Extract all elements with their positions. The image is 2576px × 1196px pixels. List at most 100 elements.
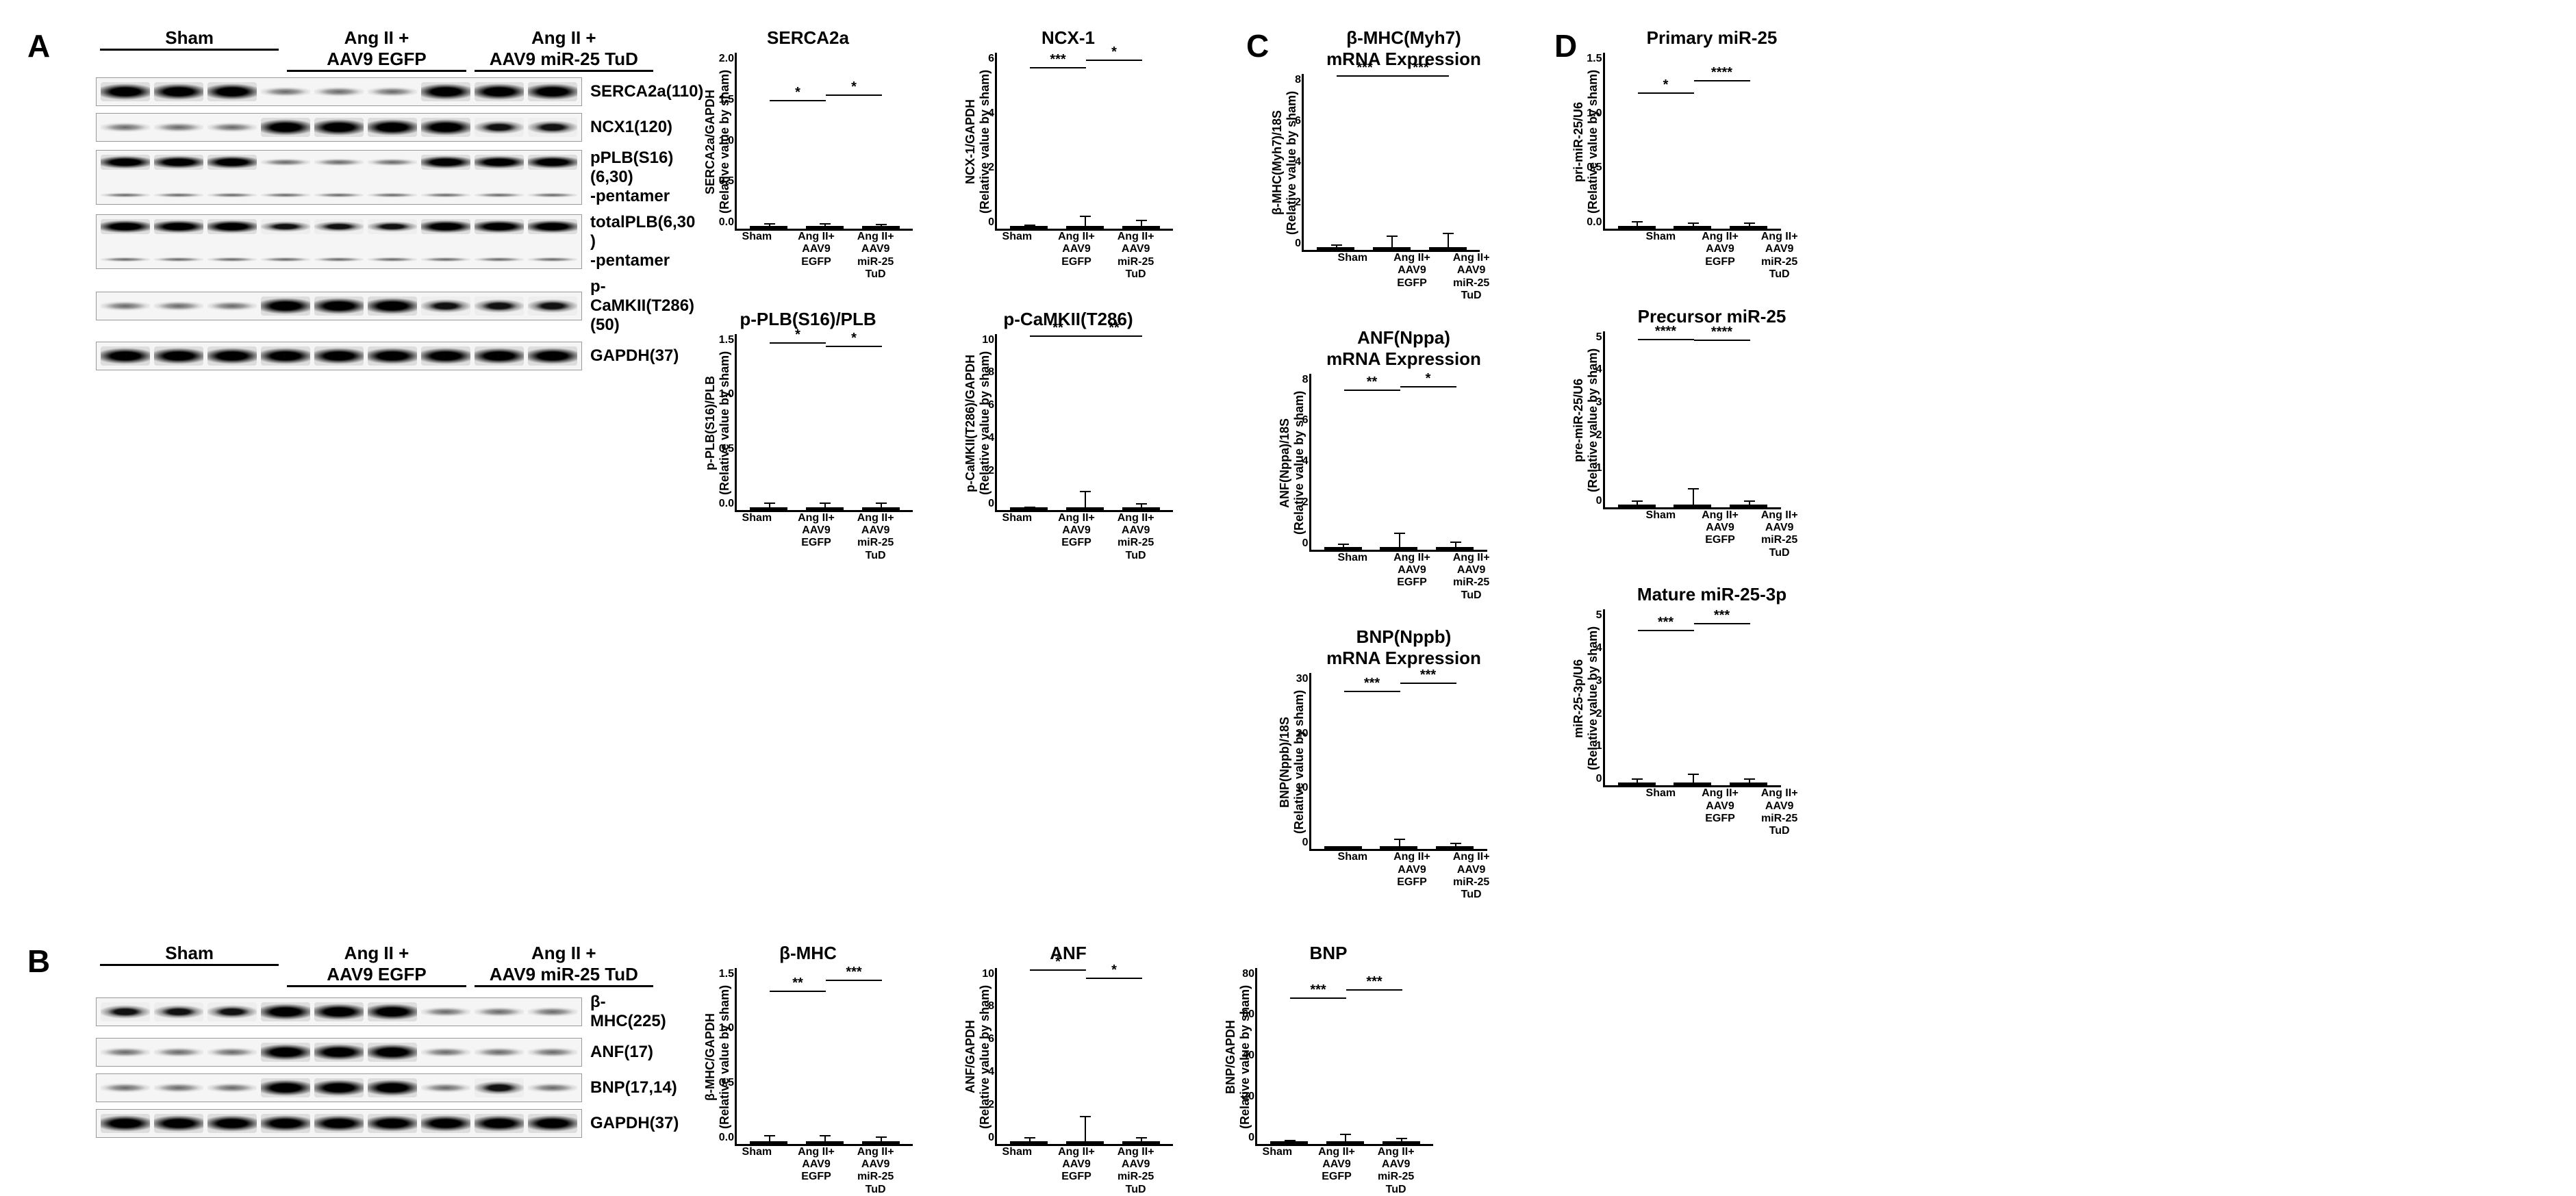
- x-labels: ShamAng II+ AAV9 EGFPAng II+ AAV9 miR-25…: [987, 512, 1165, 563]
- y-ticks: 543210: [1582, 609, 1602, 785]
- chart-title: ANF: [1050, 943, 1086, 964]
- bar: [1010, 226, 1048, 229]
- band: [314, 1078, 364, 1097]
- band: [528, 1114, 577, 1133]
- bar-chart: p-CaMKII(T286)p-CaMKII(T286)/GAPDH (Rela…: [952, 309, 1185, 563]
- bar: [1122, 507, 1160, 510]
- chart-title: Precursor miR-25: [1638, 306, 1786, 327]
- chart-title: Primary miR-25: [1647, 27, 1778, 49]
- bar: [1380, 547, 1417, 550]
- bar: [1674, 226, 1711, 229]
- blot-label: totalPLB(6,30 ) -pentamer: [590, 213, 695, 270]
- band: [368, 82, 417, 101]
- bar: [1010, 1141, 1048, 1144]
- band: [207, 1043, 257, 1062]
- band: [154, 296, 203, 316]
- panel-b-blots: ShamAng II + AAV9 EGFPAng II + AAV9 miR-…: [96, 943, 657, 1138]
- band: [475, 118, 524, 137]
- x-labels: ShamAng II+ AAV9 EGFPAng II+ AAV9 miR-25…: [1631, 509, 1809, 560]
- blot-label: β-MHC(225): [590, 993, 666, 1031]
- chart-title: p-PLB(S16)/PLB: [740, 309, 876, 330]
- plot-area: 543210********: [1603, 331, 1781, 509]
- bar-chart: Primary miR-25pri-miR-25/U6 (Relative va…: [1595, 27, 1828, 281]
- band: [314, 346, 364, 366]
- figure-root: A ShamAng II + AAV9 EGFPAng II + AAV9 mi…: [27, 27, 2549, 1196]
- bar-chart: BNP(Nppb) mRNA ExpressionBNP(Nppb)/18S (…: [1287, 626, 1520, 902]
- plot-area: 1.51.00.50.0**: [735, 334, 913, 512]
- band: [154, 1002, 203, 1021]
- band: [528, 1043, 577, 1062]
- panel-label-b: B: [27, 943, 62, 980]
- band: [528, 346, 577, 366]
- band: [421, 296, 470, 316]
- blot-row: GAPDH(37): [96, 342, 657, 370]
- band: [421, 1002, 470, 1021]
- chart-title: SERCA2a: [767, 27, 849, 49]
- y-ticks: 1.51.00.50.0: [714, 334, 734, 510]
- band: [154, 118, 203, 137]
- plot-area: 6420****: [995, 53, 1173, 231]
- bar-chart: Precursor miR-25pre-miR-25/U6 (Relative …: [1595, 306, 1828, 560]
- y-ticks: 1086420: [974, 968, 994, 1144]
- band: [207, 346, 257, 366]
- band: [154, 1043, 203, 1062]
- plot-area: 806040200******: [1255, 968, 1433, 1146]
- blot-row: totalPLB(6,30 ) -pentamer: [96, 213, 657, 270]
- band: [475, 82, 524, 101]
- x-labels: ShamAng II+ AAV9 EGFPAng II+ AAV9 miR-25…: [1323, 252, 1501, 303]
- x-labels: ShamAng II+ AAV9 EGFPAng II+ AAV9 miR-25…: [1323, 851, 1501, 902]
- band: [314, 1002, 364, 1021]
- band: [261, 1043, 310, 1062]
- bar: [1326, 1141, 1364, 1144]
- band: [314, 118, 364, 137]
- bar-chart: ANF(Nppa) mRNA ExpressionANF(Nppa)/18S (…: [1287, 327, 1520, 602]
- chart-title: Mature miR-25-3p: [1637, 584, 1786, 605]
- bar: [862, 1141, 900, 1144]
- bar: [1730, 505, 1767, 507]
- band: [314, 296, 364, 316]
- blot-strip: [96, 997, 582, 1026]
- bar-chart: NCX-1NCX-1/GAPDH (Relative value by sham…: [952, 27, 1185, 281]
- x-labels: ShamAng II+ AAV9 EGFPAng II+ AAV9 miR-25…: [727, 1146, 905, 1196]
- band: [421, 1114, 470, 1133]
- bar: [1382, 1141, 1420, 1144]
- band: [261, 1078, 310, 1097]
- panel-label-a: A: [27, 27, 62, 64]
- bar-chart: Mature miR-25-3pmiR-25-3p/U6 (Relative v…: [1595, 584, 1828, 838]
- row-top: A ShamAng II + AAV9 EGFPAng II + AAV9 mi…: [27, 27, 2549, 902]
- x-labels: ShamAng II+ AAV9 EGFPAng II+ AAV9 miR-25…: [727, 231, 905, 281]
- blot-row: ANF(17): [96, 1038, 657, 1067]
- band: [475, 1002, 524, 1021]
- y-ticks: 2.01.51.00.50.0: [714, 53, 734, 229]
- panel-b-charts: β-MHCβ-MHC/GAPDH (Relative value by sham…: [692, 943, 1472, 1196]
- band: [421, 1043, 470, 1062]
- bar: [1436, 547, 1474, 550]
- band: [528, 1002, 577, 1021]
- chart-title: BNP: [1310, 943, 1348, 964]
- blot-row: p-CaMKII(T286)(50): [96, 277, 657, 335]
- band: [261, 82, 310, 101]
- bar: [1324, 547, 1362, 550]
- plot-area: 86420***: [1309, 374, 1487, 552]
- bar: [1436, 846, 1474, 849]
- blot-group-header: Ang II + AAV9 EGFP: [283, 27, 470, 72]
- bar-chart: BNPBNP/GAPDH (Relative value by sham)806…: [1212, 943, 1445, 1196]
- y-ticks: 543210: [1582, 331, 1602, 507]
- bar-chart: p-PLB(S16)/PLBp-PLB(S16)/PLB (Relative v…: [692, 309, 924, 563]
- blot-row: SERCA2a(110): [96, 77, 657, 106]
- bar: [806, 226, 844, 229]
- bar-chart: SERCA2aSERCA2a/GAPDH (Relative value by …: [692, 27, 924, 281]
- chart-title: ANF(Nppa) mRNA Expression: [1326, 327, 1481, 370]
- x-labels: ShamAng II+ AAV9 EGFPAng II+ AAV9 miR-25…: [987, 1146, 1165, 1196]
- bar-chart: β-MHC(Myh7) mRNA Expressionβ-MHC(Myh7)/1…: [1287, 27, 1520, 303]
- blot-label: p-CaMKII(T286)(50): [590, 277, 694, 335]
- band: [154, 1114, 203, 1133]
- plot-area: 3020100******: [1309, 673, 1487, 851]
- plot-area: 1.51.00.50.0*****: [735, 968, 913, 1146]
- blot-label: BNP(17,14): [590, 1078, 677, 1097]
- bar: [806, 1141, 844, 1144]
- band: [207, 1114, 257, 1133]
- bar: [1674, 505, 1711, 507]
- blot-strip: [96, 150, 582, 205]
- y-ticks: 1.51.00.50.0: [714, 968, 734, 1144]
